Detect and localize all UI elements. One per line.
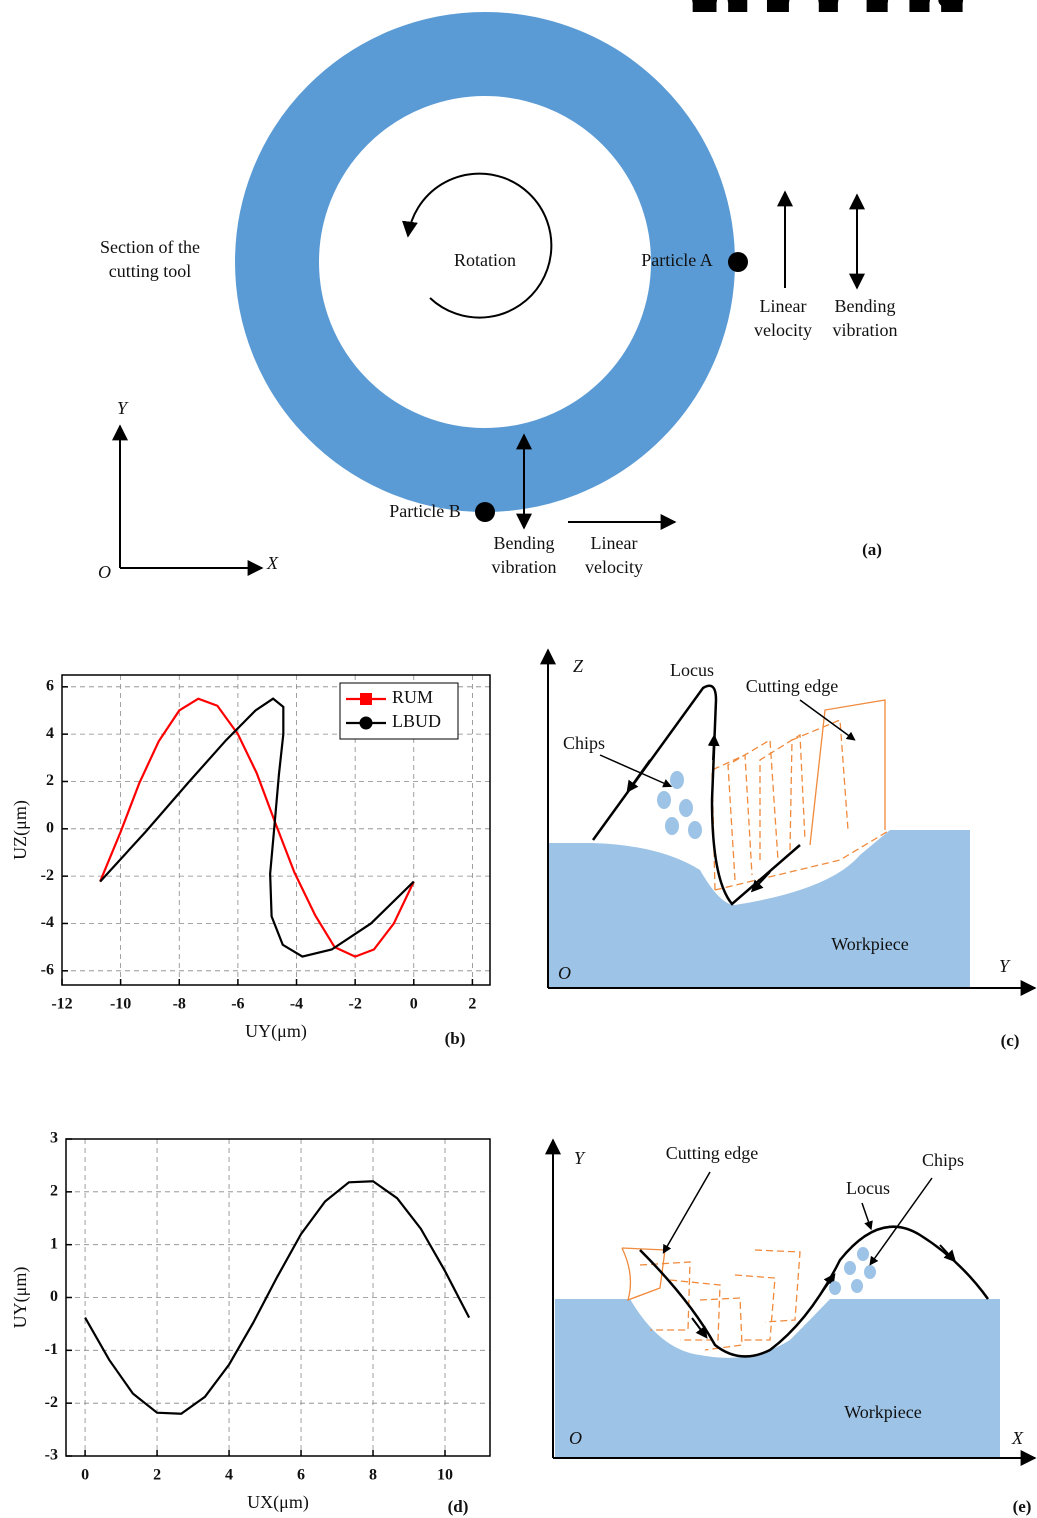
vibration-label: Bending	[835, 296, 896, 316]
y-tick-label: 0	[46, 819, 54, 836]
legend-label: LBUD	[392, 711, 441, 731]
y-tick-label: 3	[50, 1130, 58, 1147]
x-tick-label: -10	[110, 996, 131, 1013]
particle-b	[475, 502, 495, 522]
locus-label: Locus	[846, 1178, 890, 1198]
particle-a	[728, 252, 748, 272]
panel-a: Rotation Section of the cutting tool Par…	[98, 54, 898, 582]
cutting-edge-label: Cutting edge	[746, 676, 839, 696]
x-tick-label: -6	[231, 996, 244, 1013]
y-axis-title: UZ(μm)	[10, 800, 31, 860]
workpiece	[555, 1299, 1000, 1458]
origin-label: O	[558, 963, 571, 983]
y-tick-label: 6	[46, 678, 54, 695]
chips-label: Chips	[563, 733, 605, 753]
callout	[862, 1203, 870, 1226]
chips-label: Chips	[922, 1150, 964, 1170]
velocity-label: velocity	[585, 557, 643, 577]
vibration-label: vibration	[833, 320, 898, 340]
panel-label: (c)	[1001, 1031, 1020, 1050]
x-tick-label: -8	[173, 996, 186, 1013]
y-tick-label: -2	[41, 867, 54, 884]
vibration-label: Bending	[494, 533, 555, 553]
velocity-label: Linear	[591, 533, 638, 553]
chips	[657, 771, 702, 839]
x-axis-title: UY(μm)	[245, 1021, 307, 1042]
panel-label: (b)	[445, 1029, 466, 1048]
x-tick-label: 10	[437, 1467, 453, 1484]
workpiece-label: Workpiece	[844, 1402, 922, 1422]
particle-b-label: Particle B	[389, 501, 460, 521]
y-tick-label: 0	[50, 1288, 58, 1305]
locus-arrow	[755, 872, 770, 888]
panel-e: Y Cutting edge Chips Locus Workpiece O X…	[553, 1140, 1035, 1516]
x-tick-label: -12	[51, 996, 72, 1013]
y-tick-label: 2	[46, 772, 54, 789]
panel-label: (e)	[1013, 1497, 1032, 1516]
chart: 0 2 4 6 8 10 -3 -2 -1 0 1 2 3 UX(μm) UY(μm) (d)	[10, 1130, 490, 1516]
y-tick-label: -2	[45, 1394, 58, 1411]
axis-y-label: Y	[999, 956, 1011, 976]
x-tick-label: 4	[225, 1467, 233, 1484]
axis-x-label: X	[266, 553, 279, 573]
y-tick-label: -4	[41, 914, 54, 931]
y-tick-label: 2	[50, 1183, 58, 1200]
page: { "panel_a": {"tool_label": ["Section of…	[0, 0, 1037, 1518]
x-tick-label: 2	[153, 1467, 161, 1484]
callout	[600, 755, 668, 785]
y-tick-label: 4	[46, 725, 54, 742]
y-tick-label: -1	[45, 1341, 58, 1358]
x-tick-label: -2	[348, 996, 361, 1013]
vibration-label: vibration	[492, 557, 557, 577]
particle-a-label: Particle A	[641, 250, 712, 270]
locus-label: Locus	[670, 660, 714, 680]
legend-label: RUM	[392, 687, 433, 707]
legend-marker	[360, 693, 372, 705]
cutting-edge-label: Cutting edge	[666, 1143, 759, 1163]
velocity-label: Linear	[760, 296, 807, 316]
chips	[829, 1247, 876, 1295]
axis-x-label: X	[1011, 1428, 1024, 1448]
x-tick-label: 6	[297, 1467, 305, 1484]
y-tick-label: 1	[50, 1235, 58, 1252]
x-tick-label: 8	[369, 1467, 377, 1484]
x-tick-label: 0	[81, 1467, 89, 1484]
y-axis-title: UY(μm)	[10, 1267, 31, 1329]
axis-y-label: Y	[117, 398, 129, 418]
tool-label: cutting tool	[109, 261, 192, 281]
origin-label: O	[569, 1428, 582, 1448]
figure: Rotation Section of the cutting tool Par…	[0, 0, 1037, 1518]
tool-label: Section of the	[100, 237, 200, 257]
callout	[665, 1172, 710, 1250]
x-tick-label: 2	[468, 996, 476, 1013]
x-axis-title: UX(μm)	[247, 1492, 309, 1513]
x-tick-label: -4	[290, 996, 303, 1013]
legend-marker	[360, 717, 373, 730]
locus-arrow	[713, 740, 714, 760]
callout	[800, 700, 852, 738]
panel-label: (d)	[448, 1497, 469, 1516]
panel-c: Z Locus Cutting edge Chips Workpiece O Y…	[548, 650, 1035, 1050]
x-tick-label: 0	[410, 996, 418, 1013]
axis-y-label: Y	[574, 1148, 586, 1168]
panel-label: (a)	[862, 540, 882, 559]
rotation-label: Rotation	[454, 250, 516, 270]
origin-label: O	[98, 562, 111, 582]
y-tick-label: -3	[45, 1447, 58, 1464]
locus-arrow	[630, 760, 650, 788]
y-tick-label: -6	[41, 961, 54, 978]
axis-z-label: Z	[573, 656, 584, 676]
chart: -12 -10 -8 -6 -4 -2 0 2 -6 -4 -2 0 2 4 6 UY(μm) UZ(μm) (b…	[10, 675, 490, 1048]
workpiece-label: Workpiece	[831, 934, 909, 954]
velocity-label: velocity	[754, 320, 812, 340]
rotation-arrow	[408, 174, 551, 318]
